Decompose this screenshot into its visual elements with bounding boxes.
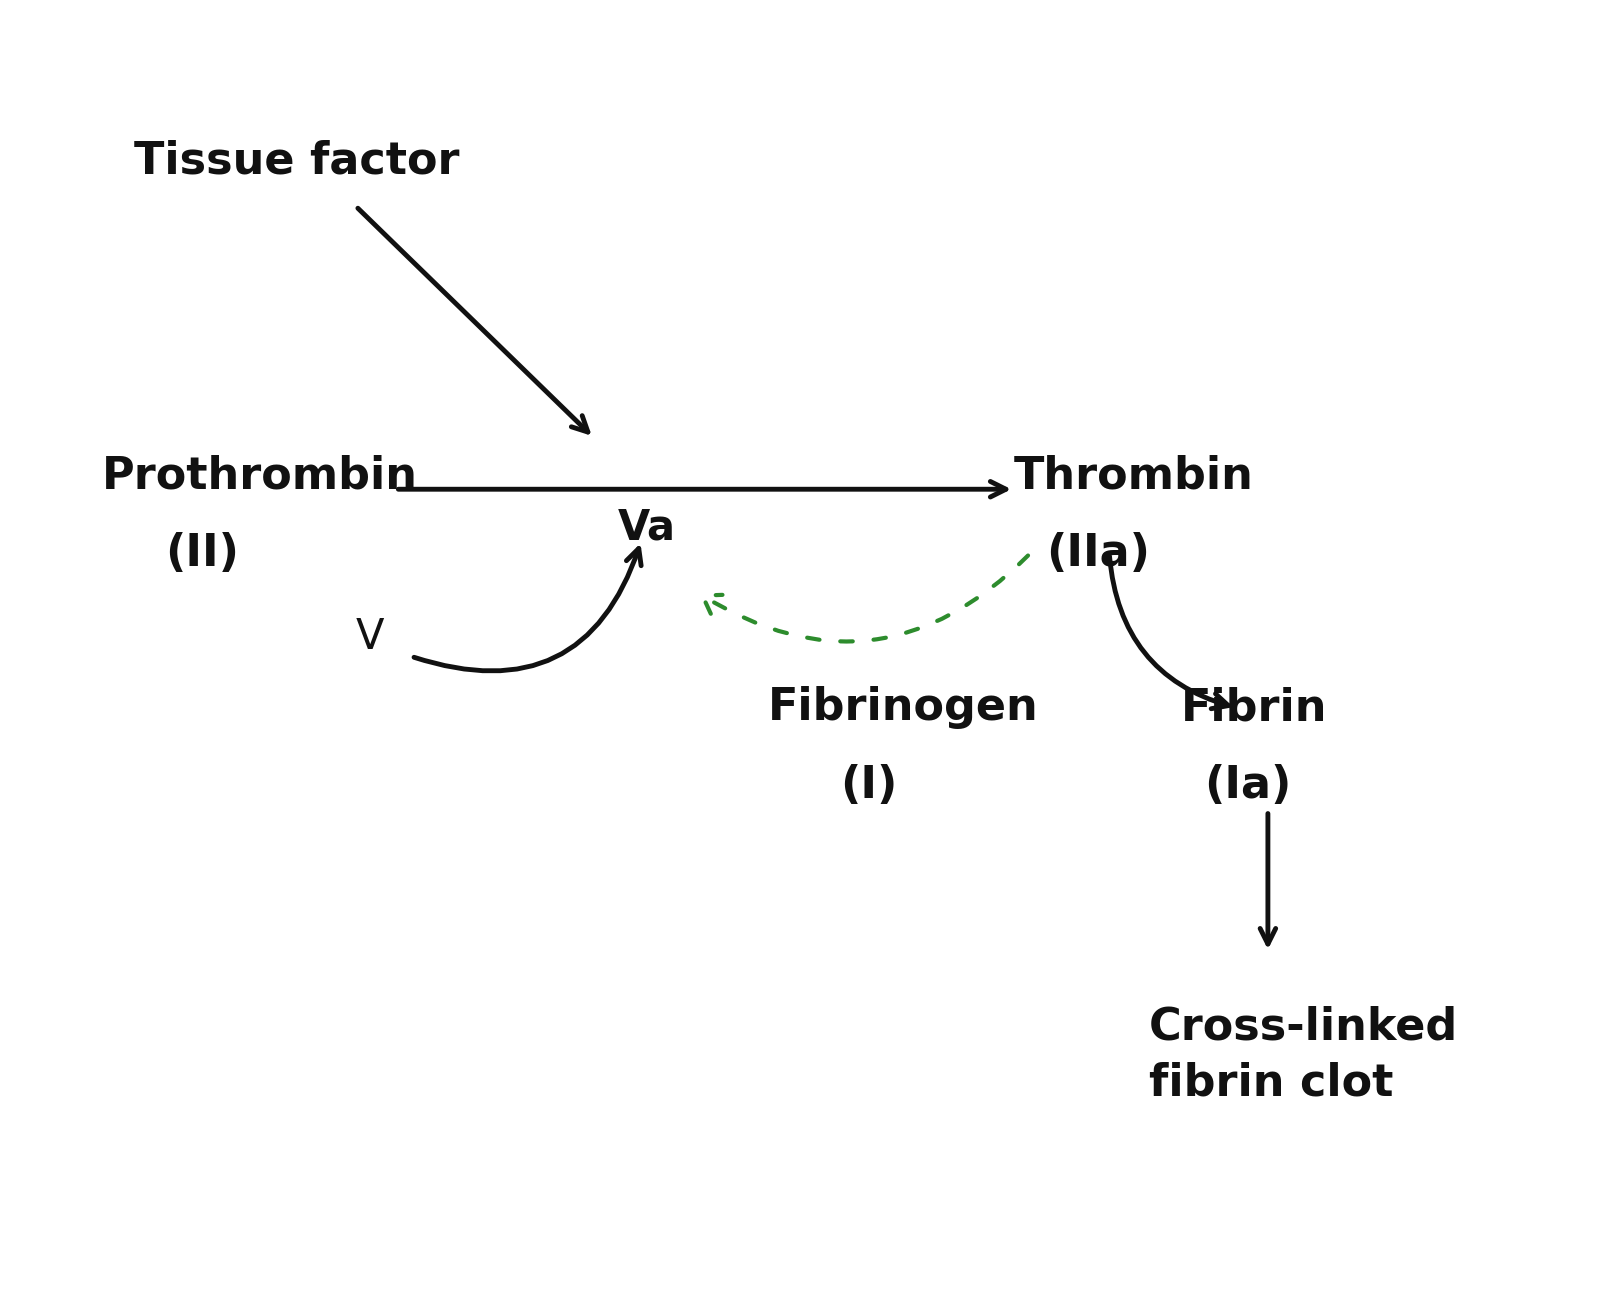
Text: Thrombin: Thrombin: [1014, 455, 1254, 498]
Text: Prothrombin: Prothrombin: [102, 455, 418, 498]
Text: Va: Va: [618, 507, 675, 549]
Text: (Ia): (Ia): [1205, 763, 1291, 806]
Text: Cross-linked
fibrin clot: Cross-linked fibrin clot: [1149, 1005, 1458, 1105]
Text: (II): (II): [165, 532, 240, 575]
Text: Tissue factor: Tissue factor: [134, 140, 459, 183]
Text: V: V: [355, 616, 384, 658]
Text: Fibrin: Fibrin: [1181, 686, 1326, 729]
FancyArrowPatch shape: [702, 555, 1029, 641]
Text: (I): (I): [840, 763, 898, 806]
Text: Fibrinogen: Fibrinogen: [768, 686, 1038, 729]
Text: (IIa): (IIa): [1046, 532, 1150, 575]
